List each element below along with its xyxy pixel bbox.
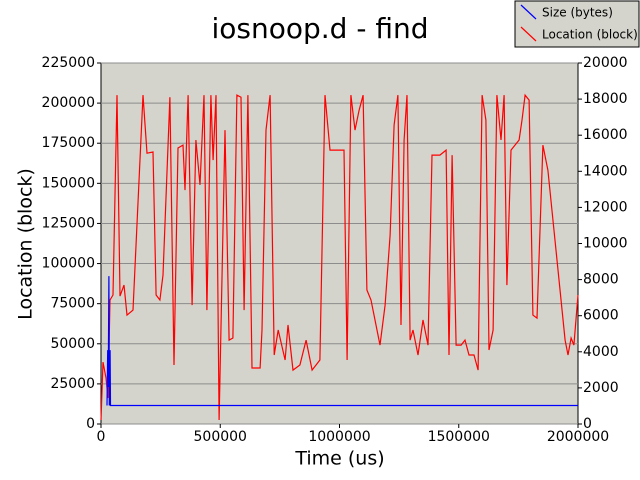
- x-tick-label: 1000000: [308, 429, 370, 445]
- legend: Size (bytes) Location (block): [514, 0, 640, 48]
- y2-tick-label: 14000: [583, 163, 628, 179]
- series-line: [106, 276, 578, 407]
- x-tick-label: 500000: [194, 429, 247, 445]
- y2-tick-label: 12000: [583, 199, 628, 215]
- y-tick-label: 200000: [42, 95, 95, 111]
- legend-swatch: [520, 26, 537, 42]
- y-axis-label: Location (block): [15, 168, 37, 320]
- y2-tick-label: 16000: [583, 127, 628, 143]
- y2-tick-label: 18000: [583, 91, 628, 107]
- plot-area: [100, 62, 579, 425]
- y-tick-label: 175000: [42, 135, 95, 151]
- y-tick-label: 75000: [50, 296, 95, 312]
- y-tick-label: 150000: [42, 175, 95, 191]
- chart-title: iosnoop.d - find: [211, 12, 428, 45]
- y2-tick-label: 2000: [583, 380, 619, 396]
- x-tick-label: 2000000: [547, 429, 609, 445]
- x-tick-label: 1500000: [428, 429, 490, 445]
- legend-swatch: [520, 4, 537, 20]
- y2-tick-label: 4000: [583, 344, 619, 360]
- y2-tick-label: 0: [583, 416, 592, 432]
- y-tick-label: 100000: [42, 256, 95, 272]
- y-tick-label: 0: [86, 416, 95, 432]
- legend-box: [514, 0, 640, 48]
- y-tick-label: 25000: [50, 376, 95, 392]
- x-axis-label: Time (us): [294, 448, 384, 470]
- y2-tick-label: 6000: [583, 308, 619, 324]
- legend-label: Location (block): [542, 28, 638, 42]
- series-line: [100, 93, 579, 421]
- y-tick-label: 50000: [50, 336, 95, 352]
- y2-tick-label: 8000: [583, 272, 619, 288]
- x-tick-label: 0: [97, 429, 106, 445]
- y-tick-label: 125000: [42, 215, 95, 231]
- y2-tick-label: 20000: [583, 55, 628, 71]
- y2-tick-label: 10000: [583, 236, 628, 252]
- y-tick-label: 225000: [42, 55, 95, 71]
- legend-label: Size (bytes): [542, 6, 613, 20]
